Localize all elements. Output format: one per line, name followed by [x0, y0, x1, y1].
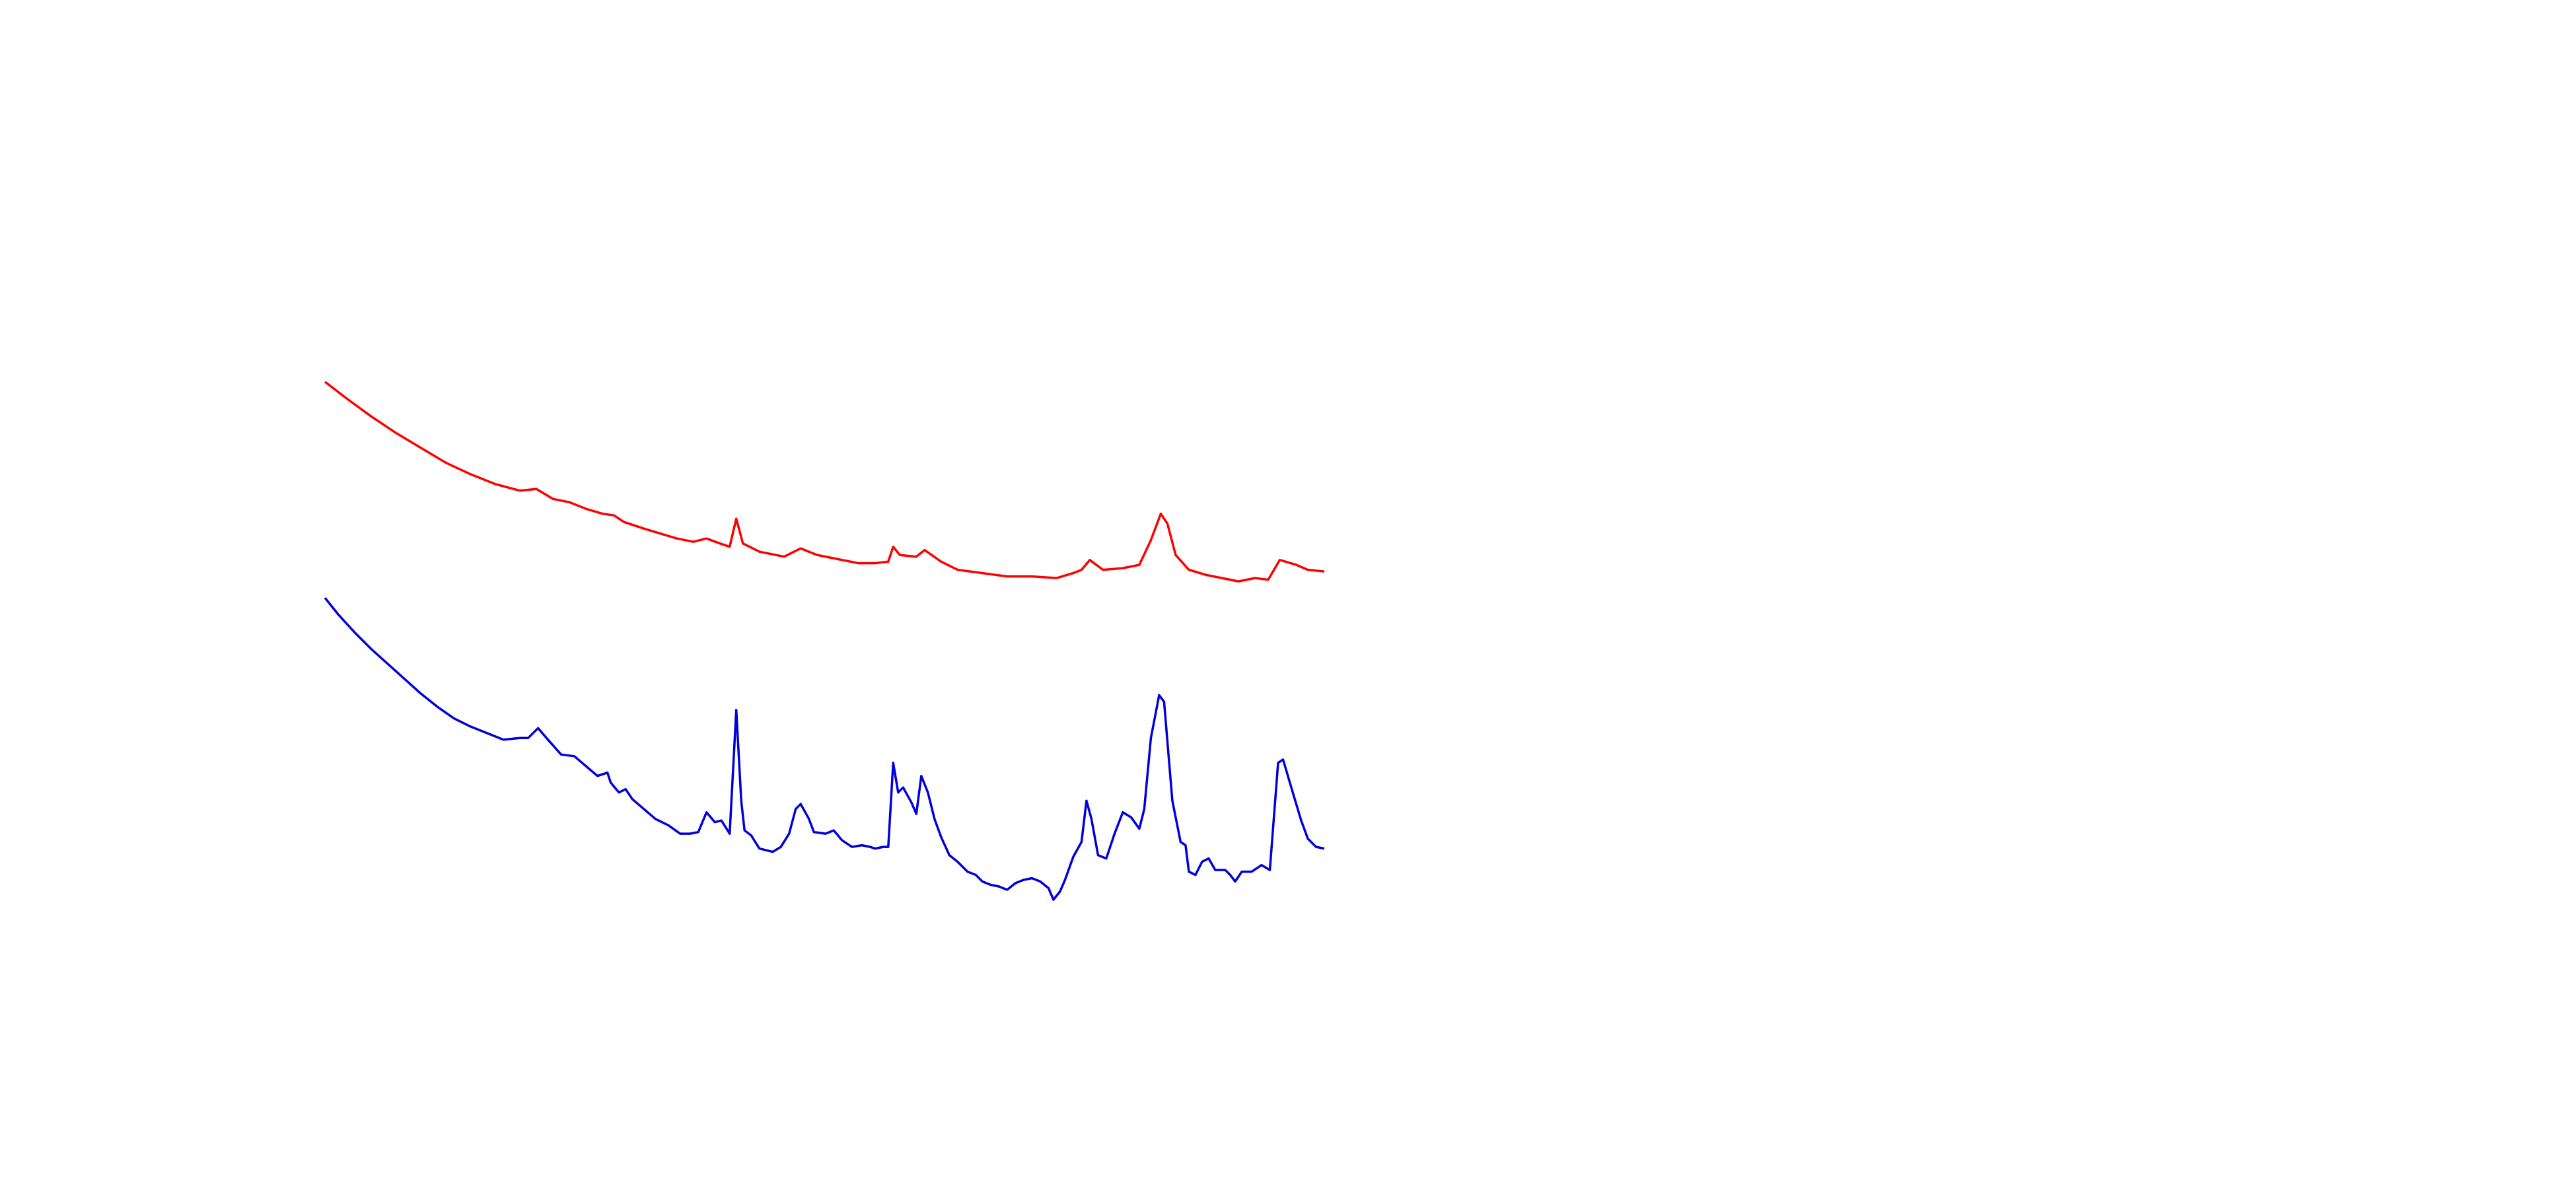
data-line [324, 597, 1325, 901]
data-line [324, 380, 1325, 583]
